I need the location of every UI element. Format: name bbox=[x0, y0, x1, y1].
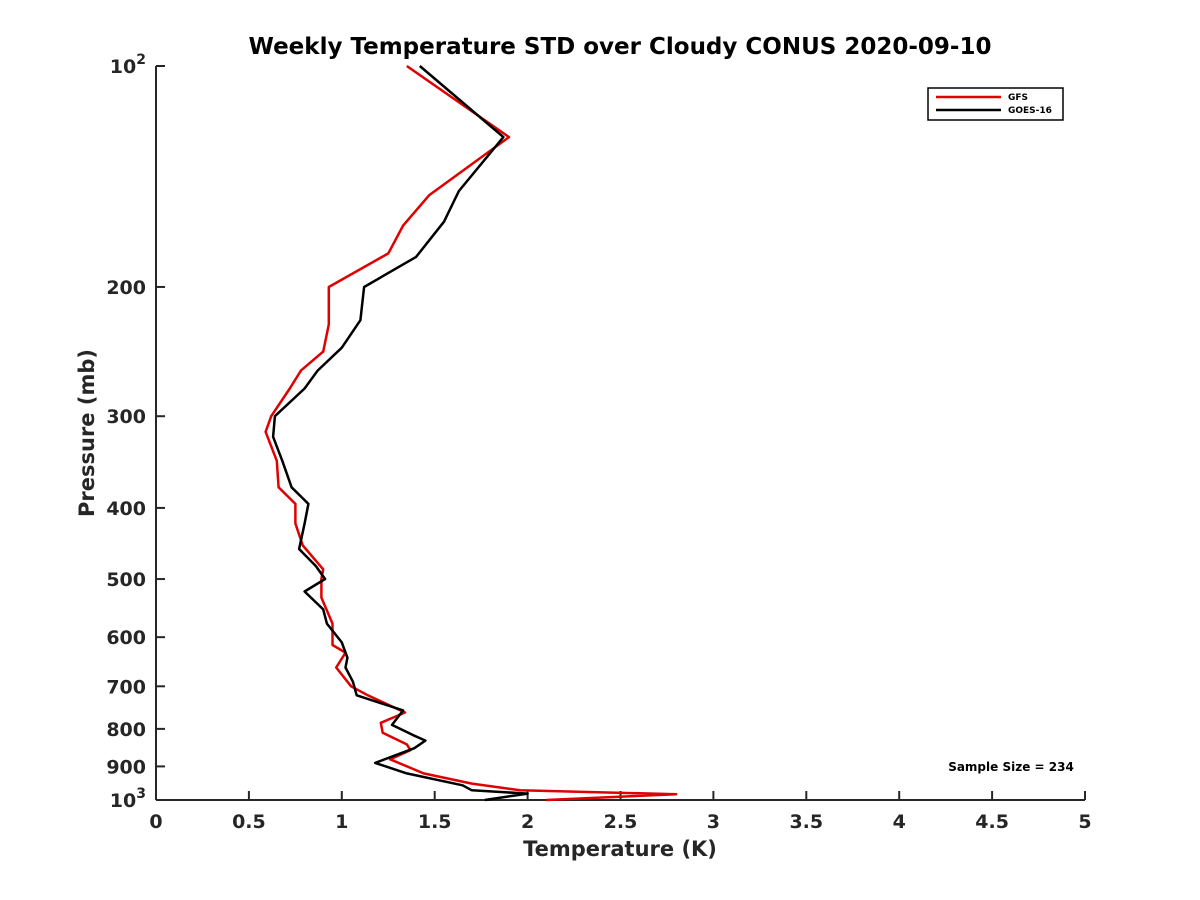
y-tick-label-base: 10 bbox=[110, 790, 136, 812]
y-tick-label-exponent: 3 bbox=[136, 786, 146, 802]
y-tick-label: 700 bbox=[106, 676, 146, 698]
y-axis-title: Pressure (mb) bbox=[75, 349, 99, 517]
y-tick-label: 102 bbox=[110, 52, 146, 78]
x-tick-label: 0 bbox=[149, 811, 162, 833]
x-tick-label: 5 bbox=[1078, 811, 1091, 833]
legend: GFS GOES-16 bbox=[927, 87, 1064, 121]
x-tick-label: 2.5 bbox=[604, 811, 638, 833]
y-tick-label-base: 400 bbox=[106, 498, 146, 520]
x-tick-label: 0.5 bbox=[232, 811, 266, 833]
series-lines bbox=[264, 64, 678, 802]
x-tick-label: 3 bbox=[707, 811, 720, 833]
plot-area: 0 0.5 1 1.5 2 2.5 3 3.5 4 4.5 5 102200300400500600… bbox=[106, 52, 1091, 833]
legend-box bbox=[927, 87, 1064, 121]
sample-size-annotation: Sample Size = 234 bbox=[948, 760, 1074, 774]
x-axis-title: Temperature (K) bbox=[523, 837, 717, 861]
y-tick-label: 200 bbox=[106, 277, 146, 299]
y-tick-label: 500 bbox=[106, 569, 146, 591]
y-tick-label: 600 bbox=[106, 627, 146, 649]
y-tick-label: 800 bbox=[106, 719, 146, 741]
y-tick-label-exponent: 2 bbox=[136, 52, 146, 68]
y-tick-label: 300 bbox=[106, 406, 146, 428]
x-ticks: 0 0.5 1 1.5 2 2.5 3 3.5 4 4.5 5 bbox=[149, 791, 1092, 833]
y-tick-label: 400 bbox=[106, 498, 146, 520]
y-tick-label-base: 600 bbox=[106, 627, 146, 649]
legend-label-gfs: GFS bbox=[1008, 93, 1028, 103]
chart-title: Weekly Temperature STD over Cloudy CONUS… bbox=[249, 34, 992, 60]
y-tick-label: 103 bbox=[110, 786, 146, 812]
x-tick-label: 4.5 bbox=[975, 811, 1009, 833]
y-tick-label-base: 300 bbox=[106, 406, 146, 428]
legend-label-goes16: GOES-16 bbox=[1008, 106, 1052, 116]
y-tick-label-base: 800 bbox=[106, 719, 146, 741]
y-tick-label-base: 900 bbox=[106, 756, 146, 778]
series-line-goes16 bbox=[271, 65, 529, 802]
y-tick-label: 900 bbox=[106, 756, 146, 778]
y-tick-label-base: 10 bbox=[110, 56, 136, 78]
x-tick-label: 1.5 bbox=[418, 811, 452, 833]
x-tick-label: 4 bbox=[893, 811, 906, 833]
x-tick-label: 1 bbox=[335, 811, 348, 833]
y-tick-label-base: 500 bbox=[106, 569, 146, 591]
x-tick-label: 2 bbox=[521, 811, 534, 833]
y-tick-label-base: 200 bbox=[106, 277, 146, 299]
y-tick-label-base: 700 bbox=[106, 676, 146, 698]
x-tick-label: 3.5 bbox=[789, 811, 823, 833]
